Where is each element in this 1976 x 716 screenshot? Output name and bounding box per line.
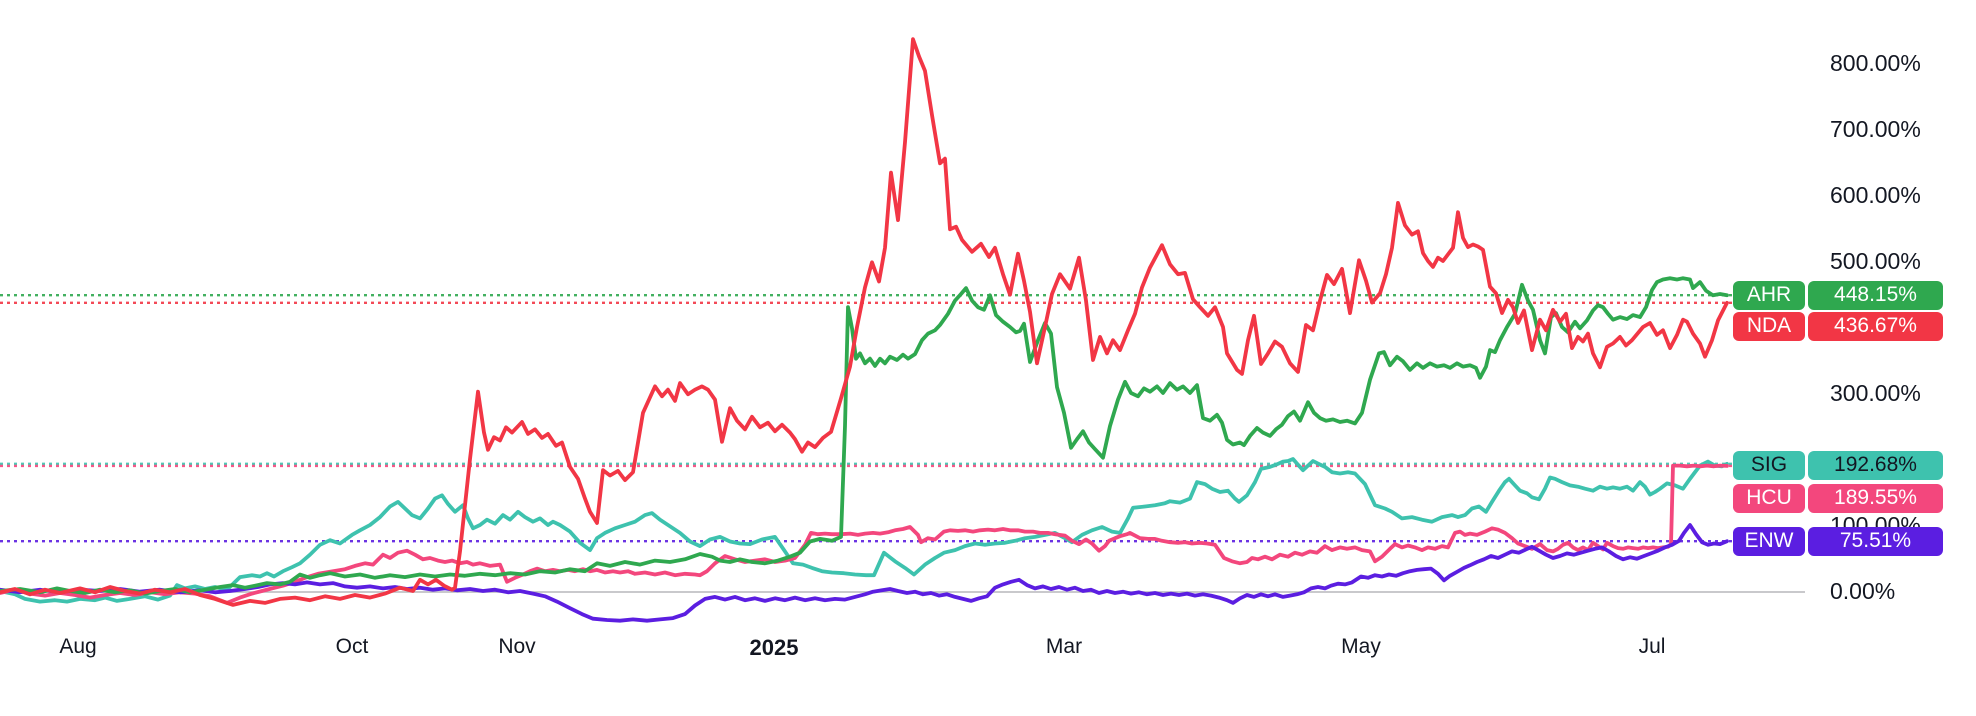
y-axis-label: 300.00% [1830,380,1921,406]
series-badge-nda[interactable]: NDA 436.67% [1733,311,1943,341]
y-axis-label: 500.00% [1830,248,1921,274]
series-ticker-label: SIG [1733,450,1805,480]
series-value-label: 436.67% [1808,311,1943,341]
series-line-ahr[interactable] [0,276,1729,596]
series-ticker-label: HCU [1733,483,1805,513]
series-line-enw[interactable] [0,523,1729,623]
series-line-sig[interactable] [0,457,1729,604]
series-badge-enw[interactable]: ENW 75.51% [1733,526,1943,556]
series-value-label: 189.55% [1808,483,1943,513]
x-axis-label: 2025 [749,635,799,660]
x-axis-label: Jul [1638,635,1666,658]
series-line-nda[interactable] [0,37,1729,607]
series-badge-ahr[interactable]: AHR 448.15% [1733,280,1943,310]
series-value-label: 448.15% [1808,280,1943,310]
y-axis-label: 0.00% [1830,578,1896,604]
series-line-hcu[interactable] [0,463,1729,605]
series-value-label: 192.68% [1808,450,1943,480]
series-ticker-label: ENW [1733,526,1805,556]
series-badge-hcu[interactable]: HCU 189.55% [1733,483,1943,513]
x-axis-label: Mar [1045,635,1083,658]
x-axis-label: Nov [498,635,536,658]
series-ticker-label: NDA [1733,311,1805,341]
y-axis-label: 700.00% [1830,116,1921,142]
x-axis-label: Aug [59,635,97,658]
x-axis-label: May [1341,635,1381,658]
series-ticker-label: AHR [1733,280,1805,310]
series-badge-sig[interactable]: SIG 192.68% [1733,450,1943,480]
y-axis-label: 600.00% [1830,182,1921,208]
series-value-label: 75.51% [1808,526,1943,556]
y-axis-label: 800.00% [1830,50,1921,76]
x-axis-label: Oct [335,635,369,658]
